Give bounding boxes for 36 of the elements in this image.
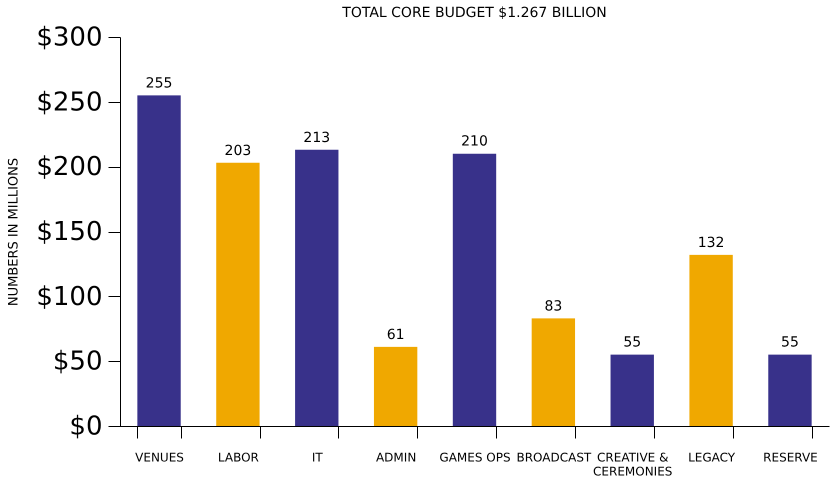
data-label: 210 xyxy=(461,134,488,150)
bar xyxy=(137,95,181,426)
data-label: 83 xyxy=(544,298,562,314)
data-label: 203 xyxy=(224,142,252,159)
x-tick-label: IT xyxy=(312,450,324,464)
y-tick-label: $0 xyxy=(69,412,102,442)
y-tick-label: $250 xyxy=(36,87,102,118)
x-tick-label: GAMES OPS xyxy=(439,450,511,464)
data-label: 213 xyxy=(303,130,330,146)
bar xyxy=(374,346,418,426)
chart-title: TOTAL CORE BUDGET $1.267 BILLION xyxy=(341,5,607,21)
x-tick-label: LABOR xyxy=(218,450,259,464)
y-axis-title: NUMBERS IN MILLIONS xyxy=(6,158,22,306)
y-tick-label: $300 xyxy=(36,22,102,52)
bar xyxy=(532,318,576,426)
x-tick-label: ADMIN xyxy=(376,450,416,464)
data-label: 255 xyxy=(146,75,172,92)
data-label: 55 xyxy=(781,334,799,351)
y-tick-label: $50 xyxy=(52,346,102,377)
bar xyxy=(689,254,733,426)
data-label: 55 xyxy=(623,334,642,351)
x-tick-label: RESERVE xyxy=(763,450,818,464)
y-tick-label: $200 xyxy=(36,152,102,182)
x-tick-label: CREATIVE & CEREMONIES xyxy=(593,450,672,478)
bar xyxy=(768,354,812,426)
x-tick-label: VENUES xyxy=(135,450,184,464)
data-label: 61 xyxy=(386,326,405,343)
y-tick-label: $100 xyxy=(36,282,102,312)
bar xyxy=(295,150,338,426)
x-tick-label: LEGACY xyxy=(688,450,736,464)
bar xyxy=(610,354,654,426)
bar xyxy=(452,154,496,426)
y-tick-label: $150 xyxy=(36,217,102,247)
data-label: 132 xyxy=(698,234,724,251)
x-tick-label: BROADCAST xyxy=(516,450,592,464)
bar xyxy=(216,162,260,426)
